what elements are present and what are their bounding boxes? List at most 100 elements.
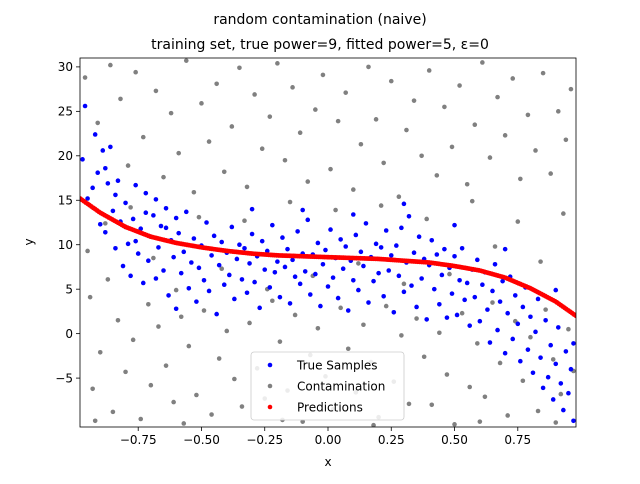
contamination-point	[173, 287, 179, 293]
x-tick-label: 0.25	[378, 433, 405, 447]
contamination-point	[419, 153, 424, 159]
true-samples-point	[528, 314, 533, 320]
true-samples-point	[113, 192, 118, 198]
true-samples-point	[176, 230, 181, 236]
true-samples-point	[318, 303, 323, 309]
true-samples-point	[275, 259, 280, 264]
contamination-point	[181, 421, 187, 426]
contamination-point	[287, 199, 293, 205]
legend-marker-predictions	[267, 404, 273, 410]
contamination-point	[424, 216, 429, 222]
true-samples-point	[437, 302, 442, 307]
y-tick-label: 30	[58, 60, 73, 74]
true-samples-point	[130, 216, 136, 222]
contamination-point	[300, 419, 305, 424]
contamination-point	[442, 104, 447, 110]
contamination-point	[186, 343, 192, 349]
contamination-point	[361, 322, 366, 328]
contamination-point	[475, 341, 480, 346]
contamination-point	[510, 76, 516, 81]
true-samples-point	[502, 246, 508, 252]
true-samples-point	[125, 241, 131, 247]
true-samples-point	[487, 340, 493, 345]
true-samples-point	[103, 165, 108, 171]
true-samples-point	[221, 282, 227, 288]
contamination-point	[538, 259, 543, 264]
true-samples-point	[92, 132, 98, 137]
true-samples-point	[464, 280, 470, 286]
true-samples-point	[178, 270, 184, 276]
true-samples-point	[227, 272, 232, 278]
true-samples-point	[262, 267, 268, 272]
true-samples-point	[361, 263, 366, 269]
legend-label-predictions: Predictions	[297, 401, 363, 415]
true-samples-point	[103, 229, 108, 235]
true-samples-point	[356, 287, 361, 293]
true-samples-point	[186, 285, 192, 291]
legend-label-contamination: Contamination	[297, 380, 385, 394]
true-samples-point	[292, 274, 298, 280]
contamination-point	[477, 419, 483, 424]
true-samples-point	[237, 242, 242, 248]
true-samples-point	[307, 292, 313, 297]
contamination-point	[95, 120, 101, 126]
contamination-point	[146, 302, 151, 307]
contamination-point	[130, 337, 136, 343]
true-samples-point	[462, 297, 467, 303]
legend-marker-contamination	[267, 383, 273, 389]
contamination-point	[244, 184, 250, 190]
contamination-point	[252, 92, 257, 97]
true-samples-point	[146, 258, 151, 264]
contamination-point	[540, 70, 546, 76]
contamination-point	[219, 266, 225, 272]
true-samples-point	[563, 349, 569, 354]
contamination-point	[105, 277, 111, 282]
true-samples-point	[351, 212, 356, 217]
true-samples-point	[110, 208, 116, 214]
true-samples-point	[376, 270, 381, 276]
true-samples-point	[409, 283, 414, 288]
contamination-point	[328, 166, 333, 172]
true-samples-point	[444, 315, 450, 320]
contamination-point	[447, 271, 452, 277]
true-samples-point	[123, 200, 128, 206]
contamination-point	[229, 124, 235, 129]
true-samples-point	[419, 276, 424, 281]
contamination-point	[550, 357, 556, 362]
true-samples-point	[171, 254, 176, 260]
contamination-point	[292, 312, 298, 318]
contamination-point	[525, 112, 531, 118]
true-samples-point	[335, 295, 341, 301]
true-samples-point	[189, 260, 194, 265]
contamination-point	[110, 409, 116, 415]
contamination-point	[201, 308, 207, 313]
contamination-point	[161, 174, 166, 180]
true-samples-point	[285, 246, 290, 252]
contamination-point	[168, 110, 174, 116]
true-samples-point	[287, 301, 293, 306]
true-samples-point	[135, 251, 141, 256]
contamination-point	[497, 360, 503, 366]
true-samples-point	[194, 299, 199, 304]
y-axis: −5 0 5 10 15 20 25 30	[55, 60, 80, 385]
true-samples-point	[252, 279, 257, 285]
chart-title: random contamination (naive)	[213, 12, 426, 28]
true-samples-point	[452, 253, 457, 259]
contamination-point	[528, 334, 533, 340]
contamination-point	[561, 211, 566, 216]
true-samples-point	[480, 282, 485, 288]
true-samples-point	[452, 222, 457, 228]
true-samples-point	[183, 209, 189, 215]
contamination-point	[305, 179, 311, 184]
contamination-point	[153, 88, 159, 94]
contamination-point	[558, 391, 564, 397]
true-samples-point	[512, 293, 518, 298]
legend-label-true-samples: True Samples	[296, 359, 378, 373]
true-samples-point	[343, 244, 349, 249]
contamination-point	[199, 101, 204, 106]
true-samples-point	[295, 229, 300, 234]
true-samples-point	[472, 294, 478, 300]
contamination-point	[406, 401, 412, 407]
contamination-point	[133, 69, 138, 75]
